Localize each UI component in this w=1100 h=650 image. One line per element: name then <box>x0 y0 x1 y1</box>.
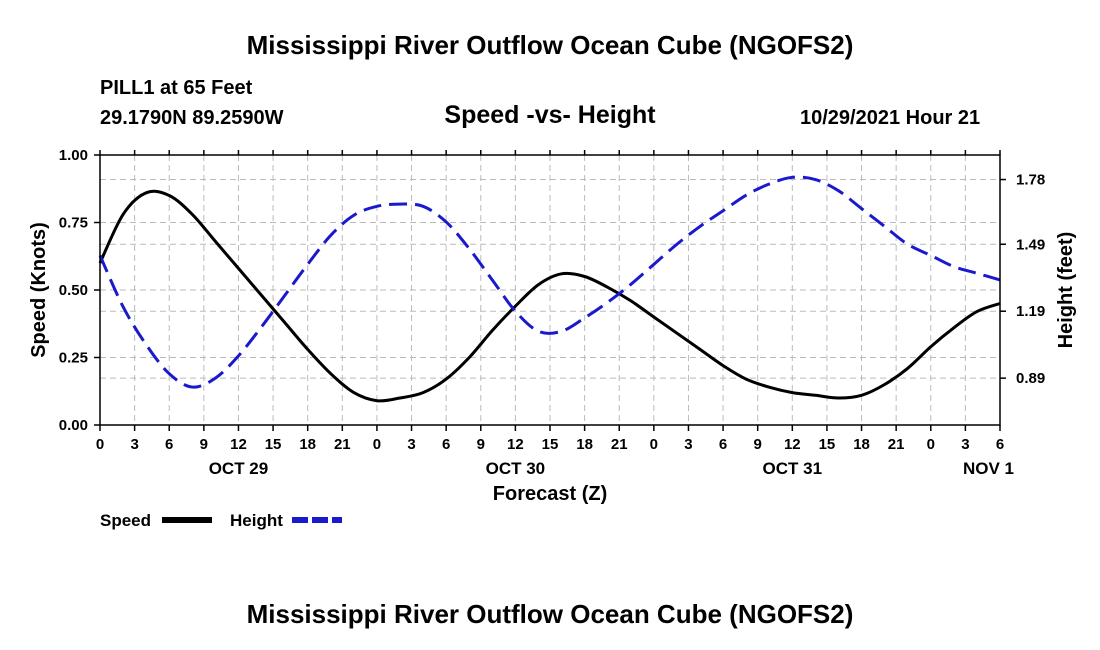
x-tick-label: 6 <box>442 436 450 453</box>
y-right-tick-label: 1.19 <box>1016 303 1045 320</box>
x-tick-label: 0 <box>927 436 935 453</box>
x-tick-label: 18 <box>576 436 593 453</box>
y-axis-left-label: Speed (Knots) <box>28 222 50 358</box>
x-date-label: OCT 31 <box>763 459 823 478</box>
x-tick-label: 15 <box>819 436 836 453</box>
x-axis: 0 3 6 9 12 15 18 21 0 3 6 9 12 15 18 21 0 3 6 9 12 15 18 21 0 3 6 O… <box>96 150 1014 478</box>
x-tick-label: 6 <box>996 436 1004 453</box>
y-axis-left: 0.00 0.25 0.50 0.75 1.00 <box>59 147 100 434</box>
station-label: PILL1 at 65 Feet <box>100 77 253 99</box>
y-left-tick-label: 0.00 <box>59 417 88 434</box>
x-tick-label: 21 <box>334 436 351 453</box>
series-layer <box>98 175 1001 403</box>
x-tick-label: 0 <box>650 436 658 453</box>
x-tick-label: 21 <box>888 436 905 453</box>
y-axis-right: 0.89 1.19 1.49 1.78 <box>1000 172 1045 387</box>
datetime-label: 10/29/2021 Hour 21 <box>800 107 981 129</box>
x-axis-label: Forecast (Z) <box>493 483 607 505</box>
x-tick-label: 12 <box>784 436 801 453</box>
chart-title: Mississippi River Outflow Ocean Cube (NG… <box>246 30 854 60</box>
x-tick-label: 3 <box>961 436 969 453</box>
x-tick-label: 6 <box>165 436 173 453</box>
footer-title: Mississippi River Outflow Ocean Cube (NG… <box>246 599 854 629</box>
y-left-tick-label: 0.50 <box>59 282 88 299</box>
y-right-tick-label: 1.49 <box>1016 236 1045 253</box>
x-date-label: OCT 30 <box>486 459 546 478</box>
x-tick-label: 9 <box>477 436 485 453</box>
x-tick-label: 9 <box>200 436 208 453</box>
x-tick-label: 18 <box>853 436 870 453</box>
x-date-label: OCT 29 <box>209 459 269 478</box>
grid <box>100 155 1000 425</box>
x-tick-label: 18 <box>299 436 316 453</box>
x-tick-label: 15 <box>265 436 282 453</box>
legend-speed-label: Speed <box>100 511 151 530</box>
x-tick-label: 6 <box>719 436 727 453</box>
y-axis-right-label: Height (feet) <box>1055 232 1077 349</box>
y-right-tick-label: 1.78 <box>1016 172 1045 189</box>
coordinates-label: 29.1790N 89.2590W <box>100 107 284 129</box>
y-left-tick-label: 0.75 <box>59 215 88 232</box>
x-tick-label: 21 <box>611 436 628 453</box>
x-tick-label: 3 <box>407 436 415 453</box>
y-right-tick-label: 0.89 <box>1016 370 1045 387</box>
x-tick-label: 12 <box>230 436 247 453</box>
x-tick-label: 0 <box>373 436 381 453</box>
y-left-tick-label: 1.00 <box>59 147 88 164</box>
x-tick-label: 12 <box>507 436 524 453</box>
x-tick-label: 3 <box>130 436 138 453</box>
legend: Speed Height <box>100 511 342 530</box>
series-line-speed <box>98 189 1001 403</box>
x-tick-label: 9 <box>754 436 762 453</box>
x-tick-label: 3 <box>684 436 692 453</box>
chart-subtitle: Speed -vs- Height <box>444 101 656 129</box>
x-tick-label: 15 <box>542 436 559 453</box>
x-date-label: NOV 1 <box>963 459 1014 478</box>
legend-height-label: Height <box>230 511 283 530</box>
series-line-height <box>98 175 1001 389</box>
y-left-tick-label: 0.25 <box>59 350 88 367</box>
x-tick-label: 0 <box>96 436 104 453</box>
